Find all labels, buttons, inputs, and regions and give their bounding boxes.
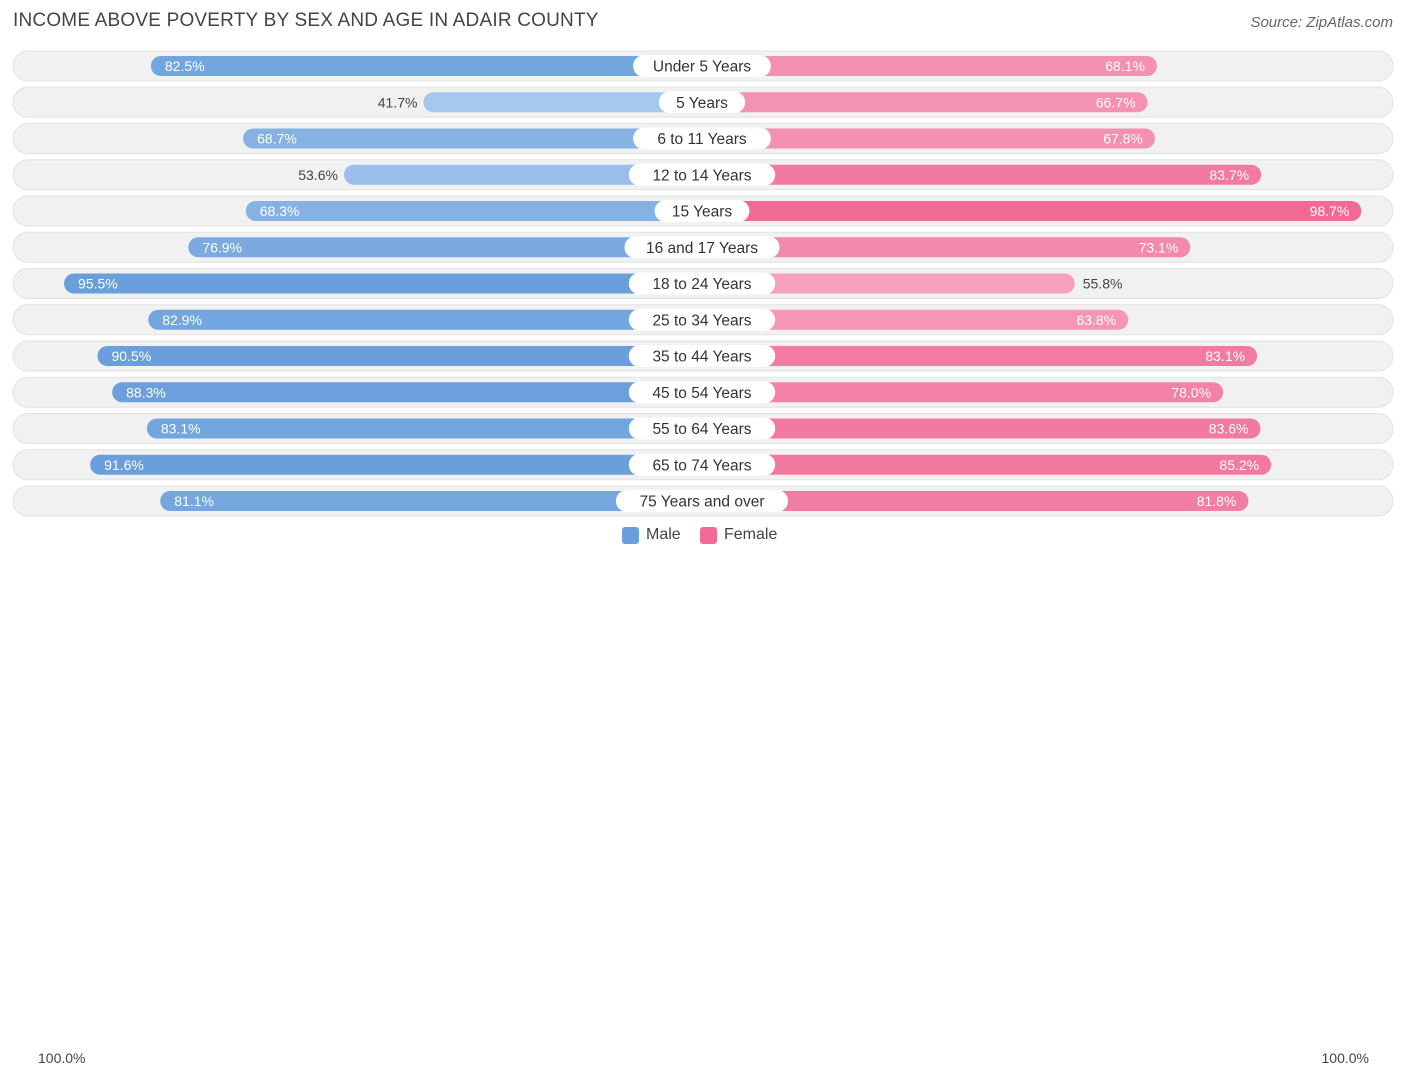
category-pill: [654, 200, 750, 222]
legend: 100.0% Male Female 100.0%: [0, 523, 1406, 1066]
category-label: 15 Years: [672, 204, 733, 221]
bar-female: [702, 273, 1075, 294]
category-pill: [633, 55, 771, 77]
category-label: 55 to 64 Years: [652, 421, 751, 438]
category-pill: [628, 272, 776, 295]
bar-male: [90, 454, 702, 475]
value-label-male: 95.5%: [78, 276, 118, 292]
bar-male: [160, 491, 702, 511]
value-label-female: 81.8%: [1197, 493, 1237, 509]
bar-male: [64, 273, 702, 294]
category-label: 6 to 11 Years: [657, 131, 747, 148]
category-pill: [615, 490, 789, 512]
bar-male: [188, 237, 703, 258]
bar-male: [112, 382, 702, 403]
category-label: 65 to 74 Years: [652, 457, 751, 474]
value-label-female: 68.1%: [1105, 58, 1145, 74]
legend-label-male: Male: [646, 526, 681, 543]
value-label-female: 83.7%: [1209, 167, 1249, 183]
bar-female: [702, 382, 1224, 403]
category-label: 75 Years and over: [640, 494, 765, 511]
bar-male: [243, 128, 703, 149]
value-label-male: 68.3%: [260, 203, 300, 219]
bar-male: [245, 201, 703, 221]
category-pill: [628, 308, 776, 331]
bar-female: [702, 201, 1362, 221]
category-pill: [624, 236, 780, 259]
category-pill: [633, 127, 771, 150]
value-label-female: 98.7%: [1310, 203, 1350, 219]
value-label-male: 83.1%: [161, 421, 201, 437]
bar-female: [702, 491, 1249, 511]
category-pill: [628, 417, 776, 440]
category-pill: [628, 163, 776, 186]
bar-female: [702, 92, 1148, 113]
legend-item-female: Female: [700, 526, 777, 544]
category-label: Under 5 Years: [653, 59, 751, 76]
legend-swatch-male: [622, 526, 639, 544]
value-label-female: 83.6%: [1209, 421, 1249, 437]
bar-male: [343, 164, 702, 185]
bar-female: [702, 418, 1261, 439]
value-label-male: 81.1%: [174, 493, 214, 509]
bar-female: [702, 237, 1191, 258]
legend-swatch-female: [700, 526, 717, 544]
axis-left-label: 100.0%: [38, 1050, 86, 1066]
bar-chart: 82.5% 68.1% Under 5 Years 41.7% 66.7% 5 Years…: [12, 50, 1394, 517]
value-label-female: 67.8%: [1103, 131, 1143, 147]
value-label-male: 76.9%: [202, 239, 242, 255]
value-label-male: 82.5%: [165, 58, 205, 74]
legend-label-female: Female: [724, 526, 778, 543]
category-pill: [628, 381, 776, 404]
source-label: Source: ZipAtlas.com: [1250, 14, 1393, 31]
value-label-male: 90.5%: [111, 348, 151, 364]
bar-male: [148, 309, 702, 330]
value-label-female: 55.8%: [1083, 276, 1123, 292]
value-label-female: 66.7%: [1096, 94, 1136, 110]
category-label: 16 and 17 Years: [646, 240, 758, 257]
value-label-male: 41.7%: [378, 94, 418, 110]
bar-female: [702, 346, 1258, 366]
category-label: 5 Years: [676, 95, 728, 112]
category-pill: [628, 345, 776, 367]
value-label-male: 91.6%: [104, 457, 144, 473]
value-label-male: 82.9%: [162, 312, 202, 328]
value-label-male: 68.7%: [257, 131, 297, 147]
bar-male: [423, 92, 702, 113]
category-label: 18 to 24 Years: [652, 276, 751, 293]
value-label-male: 88.3%: [126, 384, 166, 400]
category-label: 35 to 44 Years: [652, 349, 751, 366]
axis-right-label: 100.0%: [1321, 1050, 1369, 1066]
category-label: 12 to 14 Years: [652, 167, 751, 184]
category-pill: [628, 453, 776, 476]
value-label-female: 85.2%: [1219, 457, 1259, 473]
value-label-female: 63.8%: [1076, 312, 1116, 328]
bar-female: [702, 164, 1262, 185]
legend-item-male: Male: [622, 526, 681, 544]
bar-female: [702, 128, 1155, 149]
bar-female: [702, 309, 1129, 330]
bar-male: [146, 418, 703, 439]
value-label-female: 78.0%: [1171, 384, 1211, 400]
value-label-male: 53.6%: [298, 167, 338, 183]
bar-male: [97, 346, 702, 366]
bar-male: [150, 56, 702, 76]
chart-title: INCOME ABOVE POVERTY BY SEX AND AGE IN A…: [13, 10, 599, 31]
bar-female: [702, 56, 1157, 76]
value-label-female: 83.1%: [1205, 348, 1245, 364]
category-label: 45 to 54 Years: [652, 385, 751, 402]
category-pill: [658, 91, 746, 114]
value-label-female: 73.1%: [1139, 239, 1179, 255]
category-label: 25 to 34 Years: [652, 312, 751, 329]
bar-female: [702, 454, 1272, 475]
